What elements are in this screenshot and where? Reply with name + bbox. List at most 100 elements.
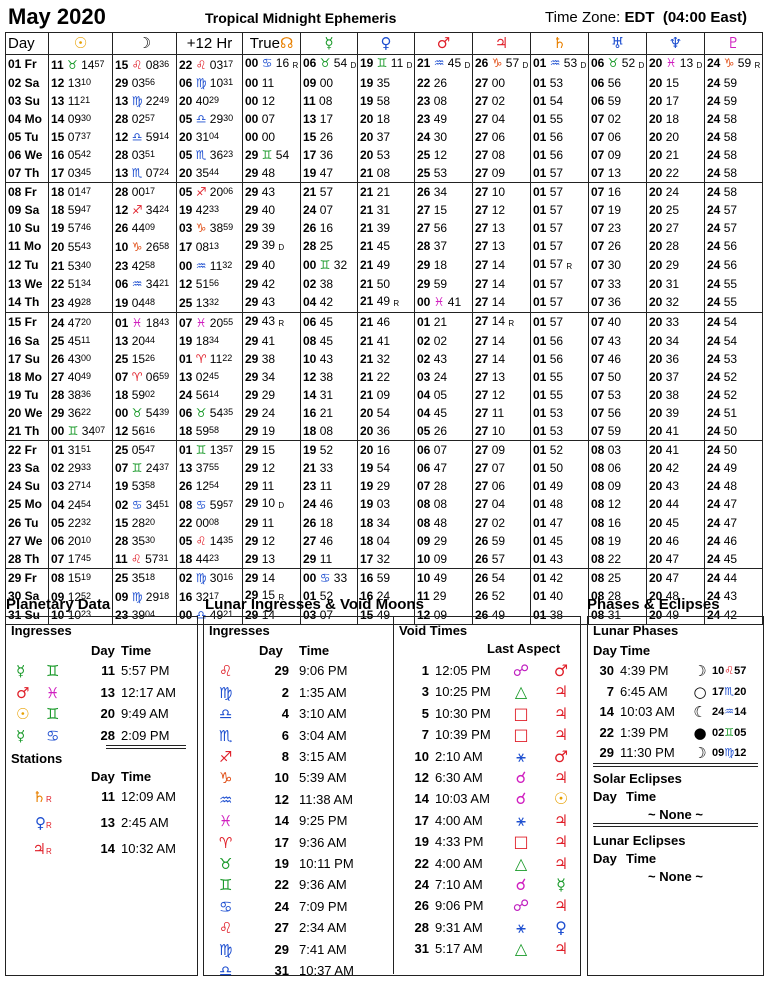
cell: 10:30 PM bbox=[435, 705, 491, 721]
day-cell: 17 Su bbox=[5, 350, 49, 368]
cell: 4:33 PM bbox=[435, 834, 484, 850]
day-cell: 11 Mo bbox=[5, 237, 49, 256]
row: 28 Th 07 1745 11 ♌ 5731 18 4423 29 13 29 11 17… bbox=[5, 550, 763, 569]
cell: 20 5543 bbox=[48, 237, 113, 256]
cell: 15 49 bbox=[357, 606, 415, 625]
rule bbox=[593, 823, 758, 827]
cell: 3:10 AM bbox=[299, 706, 347, 722]
cell: 07 ♈ 0659 bbox=[112, 368, 177, 386]
timezone-label: Time Zone: bbox=[545, 9, 621, 26]
column-header: Time bbox=[121, 769, 152, 784]
cell: 09♍12 bbox=[712, 746, 747, 760]
cell: ♃ bbox=[553, 832, 569, 852]
cell: 11 08 bbox=[300, 92, 358, 110]
cell: ♎ bbox=[219, 705, 233, 724]
cell: 24 5614 bbox=[176, 386, 243, 404]
cell: 06 59 bbox=[588, 92, 647, 110]
cell: 01 52 bbox=[300, 587, 358, 606]
cell: 07 13 bbox=[588, 164, 647, 183]
cell: 24 47 bbox=[704, 514, 763, 532]
cell: 24 56 bbox=[704, 237, 763, 256]
row: 29 Fr 08 1519 25 3518 02 ♍ 3016 29 14 00 ♋ 33… bbox=[5, 568, 763, 587]
cell: 13 17 bbox=[300, 110, 358, 128]
cell: 27 02 bbox=[472, 514, 531, 532]
void-list: 1 12:05 PM ☍ ♂ 3 10:25 PM △ ♃ 5 10:30 PM □ ♃ 7 10:39 … bbox=[399, 661, 581, 961]
cell: 9:49 AM bbox=[121, 706, 169, 722]
cell: 00 ♊ 32 bbox=[300, 256, 358, 275]
cell: 20 28 bbox=[646, 237, 705, 256]
cell: 27 06 bbox=[472, 128, 531, 146]
cell: 00 ♉ 5439 bbox=[112, 404, 177, 422]
cell: 24 47 bbox=[704, 495, 763, 514]
cell: ☍ bbox=[512, 661, 530, 680]
cell: 20 34 bbox=[646, 332, 705, 350]
cell: 1:39 PM bbox=[620, 724, 669, 740]
cell: 5:57 PM bbox=[121, 663, 170, 679]
cell: 9:31 AM bbox=[435, 919, 483, 935]
spacer bbox=[712, 641, 764, 661]
cell: 12 ♐ 3424 bbox=[112, 201, 177, 219]
cell: ♃ bbox=[553, 853, 569, 873]
row: 12 Tu 21 5340 23 4258 00 ♒ 1132 29 40 00 ♊ 32… bbox=[5, 256, 763, 275]
cell: 27 11 bbox=[472, 404, 531, 422]
cell: ⚹ bbox=[516, 810, 526, 830]
column-header: ♀ bbox=[357, 32, 415, 55]
cell: 31 bbox=[274, 963, 289, 979]
section-title: Phases & Eclipses bbox=[587, 596, 720, 613]
cell: 26 49 bbox=[472, 606, 531, 625]
cell: 22 bbox=[274, 877, 289, 893]
row: 10 Su 19 5746 26 4409 03 ♑ 3859 29 39 26 16 21… bbox=[5, 219, 763, 237]
cell: 10 49 bbox=[414, 568, 473, 587]
cell: 00 ♋ 33 bbox=[300, 568, 358, 587]
cell: 27 14 bbox=[472, 332, 531, 350]
cell: 27 15 bbox=[414, 201, 473, 219]
subtitle: Void Times bbox=[399, 623, 468, 638]
cell: 01 55 bbox=[530, 110, 589, 128]
cell: 21 ♒ 45 D bbox=[414, 54, 473, 74]
cell: 07 28 bbox=[414, 477, 473, 495]
column-header: Day bbox=[259, 643, 283, 658]
spacer bbox=[46, 641, 91, 661]
cell: 27 46 bbox=[300, 532, 358, 550]
cell: 22 26 bbox=[414, 74, 473, 92]
column-header: Time bbox=[620, 643, 651, 658]
cell: 6:45 AM bbox=[620, 683, 668, 699]
cell: ☽ bbox=[693, 744, 707, 763]
cell: 27 02 bbox=[472, 92, 531, 110]
day-cell: 06 We bbox=[5, 146, 49, 164]
column-header: ♅ bbox=[588, 32, 647, 55]
column-header: True☊ bbox=[242, 32, 301, 55]
cell: 9:25 PM bbox=[299, 813, 348, 829]
cell: ♀ bbox=[555, 917, 567, 937]
day-cell: 10 Su bbox=[5, 219, 49, 237]
cell: 01 56 bbox=[530, 146, 589, 164]
cell: △ bbox=[514, 939, 528, 959]
cell: 12 09 bbox=[414, 606, 473, 625]
cell: 26 59 bbox=[472, 532, 531, 550]
cell: ♀ bbox=[35, 814, 46, 833]
day-cell: 22 Fr bbox=[5, 440, 49, 459]
cell: 01 53 bbox=[530, 422, 589, 441]
cell: ☌ bbox=[515, 875, 527, 895]
cell: 23 4258 bbox=[112, 256, 177, 275]
cell: 29 43 R bbox=[242, 312, 301, 332]
cell: 26 34 bbox=[414, 182, 473, 201]
cell: 20 25 bbox=[646, 201, 705, 219]
cell: 24 46 bbox=[704, 532, 763, 550]
cell: 08 03 bbox=[588, 440, 647, 459]
day-cell: 24 Su bbox=[5, 477, 49, 495]
cell: 27 14 bbox=[472, 256, 531, 275]
phase-list: Day Time 30 4:39 PM ☽ 10♌57 7 6:45 AM ○ 17♏20 14 10… bbox=[593, 641, 764, 763]
cell: 27 12 bbox=[472, 386, 531, 404]
cell: 29 11 bbox=[242, 514, 301, 532]
cell: 20 17 bbox=[646, 92, 705, 110]
cell: 20 18 bbox=[646, 110, 705, 128]
cell: 24 49 bbox=[704, 459, 763, 477]
day-cell: 25 Mo bbox=[5, 495, 49, 514]
cell: 10:37 AM bbox=[299, 963, 354, 979]
cell: 10:25 PM bbox=[435, 684, 491, 700]
subtitle: Solar Eclipses bbox=[593, 771, 682, 786]
cell: ● bbox=[693, 723, 707, 742]
cell: 10 bbox=[274, 770, 289, 786]
cell: 01 55 bbox=[530, 368, 589, 386]
